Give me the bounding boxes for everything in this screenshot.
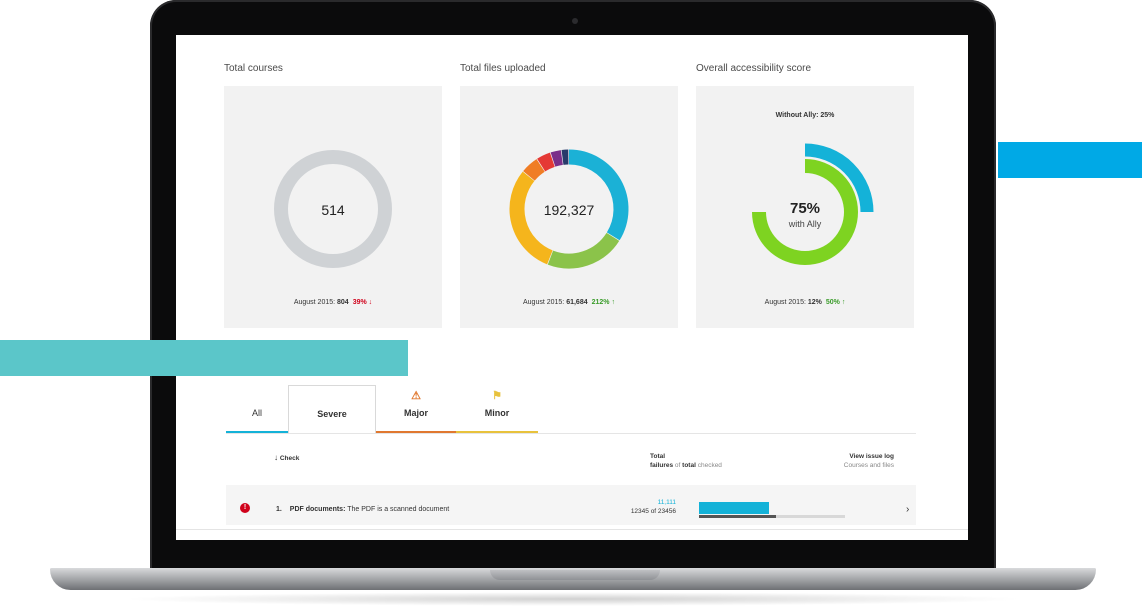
total-courses-stat: August 2015: 804 39% ↓ [224,299,442,306]
total-label: Total [650,453,666,460]
arrow-down-icon: ↓ [274,453,278,462]
without-ally-label: Without Ally: 25% [775,112,835,119]
view-issue-log-label: View issue log [849,453,894,460]
flag-icon: ⚑ [492,390,502,402]
donut-segment-red [537,152,555,172]
check-column-label: Check [279,455,300,462]
issue-category: PDF documents: [289,506,346,513]
total-courses-value: 514 [321,202,345,218]
total-courses-ring [274,150,392,268]
files-uploaded-card: 192,327 August 2015: 61,684 212% ↑ [460,86,678,328]
donut-segment-yellow [509,171,553,265]
accessibility-rings [752,143,874,265]
stat-value: 804 [337,299,349,306]
total-bold-label: total [682,462,696,469]
decorative-blue-bar [998,142,1142,178]
issue-row[interactable]: ! 1. PDF documents: The PDF is a scanned… [226,485,916,525]
chevron-right-icon[interactable]: › [906,504,910,515]
accessibility-card: Without Ally: 25% 75% with Ally August 2… [696,86,914,328]
accessibility-sub: with Ally [788,219,822,229]
view-issue-log-link[interactable]: View issue log Courses and files [816,452,894,470]
issue-description: 1. PDF documents: The PDF is a scanned d… [276,506,449,513]
tab-minor-label: Minor [484,408,510,418]
without-ally-arc [804,143,874,213]
stat-value: 61,684 [566,299,588,306]
sort-check-button[interactable]: ↓ Check [274,453,299,462]
issue-number: 1. [276,506,282,513]
tab-severe[interactable]: Severe [288,385,376,433]
total-courses-card: 514 August 2015: 804 39% ↓ [224,86,442,328]
stat-prefix: August 2015: [523,299,567,306]
stat-change-down: 39% ↓ [352,299,373,306]
tab-major-label: Major [403,408,428,418]
failures-label: failures [650,462,674,469]
tab-all-underline [226,431,288,434]
issues-table-header: ↓ Check Total failures of total checked … [176,451,968,475]
stat-change-up: 212% ↑ [591,299,615,306]
files-uploaded-donut [509,149,629,269]
accessibility-stat: August 2015: 12% 50% ↑ [696,299,914,306]
of-label: of [673,462,683,469]
tab-major[interactable]: ⚠ Major [376,389,456,434]
with-ally-arc [752,159,858,265]
tab-baseline [226,433,916,434]
issue-count-primary: 11,111 [657,499,676,506]
tab-major-underline [376,431,456,434]
camera-dot [572,18,578,24]
files-uploaded-stat: August 2015: 61,684 212% ↑ [460,299,678,306]
issue-count-secondary: 12345 of 23456 [630,508,676,515]
severity-tabs: All Severe ⚠ Major ⚑ Minor [226,385,916,435]
total-column-header: Total failures of total checked [650,452,722,470]
laptop-screen: Total courses 514 August 2015: 804 39% ↓ … [176,35,968,540]
warning-icon: ⚠ [411,390,421,402]
donut-segment-green [547,232,620,269]
donut-segment-orange [523,159,545,181]
ring-gray [274,150,392,268]
severe-alert-icon: ! [240,503,250,513]
laptop-shadow [120,592,1026,606]
courses-and-files-label: Courses and files [843,462,894,469]
issue-bar-fill-secondary [699,515,777,518]
stat-prefix: August 2015: [764,299,808,306]
files-uploaded-value: 192,327 [543,202,595,218]
stat-value: 12% [807,299,822,306]
card-label-files: Total files uploaded [460,63,546,74]
issue-count: 11,111 12345 of 23456 [610,499,676,515]
laptop-base-notch [490,570,660,580]
issue-text: The PDF is a scanned document [345,506,450,513]
tab-all[interactable]: All [226,389,288,434]
decorative-teal-bar [0,340,408,376]
accessibility-value: 75% [789,200,821,217]
tab-minor[interactable]: ⚑ Minor [456,389,538,434]
screen-bottom-edge [176,529,968,540]
issue-bar-fill [699,502,770,514]
donut-segment-blue [568,149,629,241]
card-label-total-courses: Total courses [224,63,283,74]
stat-change-up: 50% ↑ [825,299,846,306]
tab-severe-label: Severe [317,409,347,419]
tab-minor-underline [456,431,538,434]
checked-label: checked [695,462,722,469]
stat-prefix: August 2015: [293,299,338,306]
tab-all-label: All [251,408,262,418]
donut-segment-purple [550,150,564,167]
card-label-accessibility: Overall accessibility score [696,63,812,74]
